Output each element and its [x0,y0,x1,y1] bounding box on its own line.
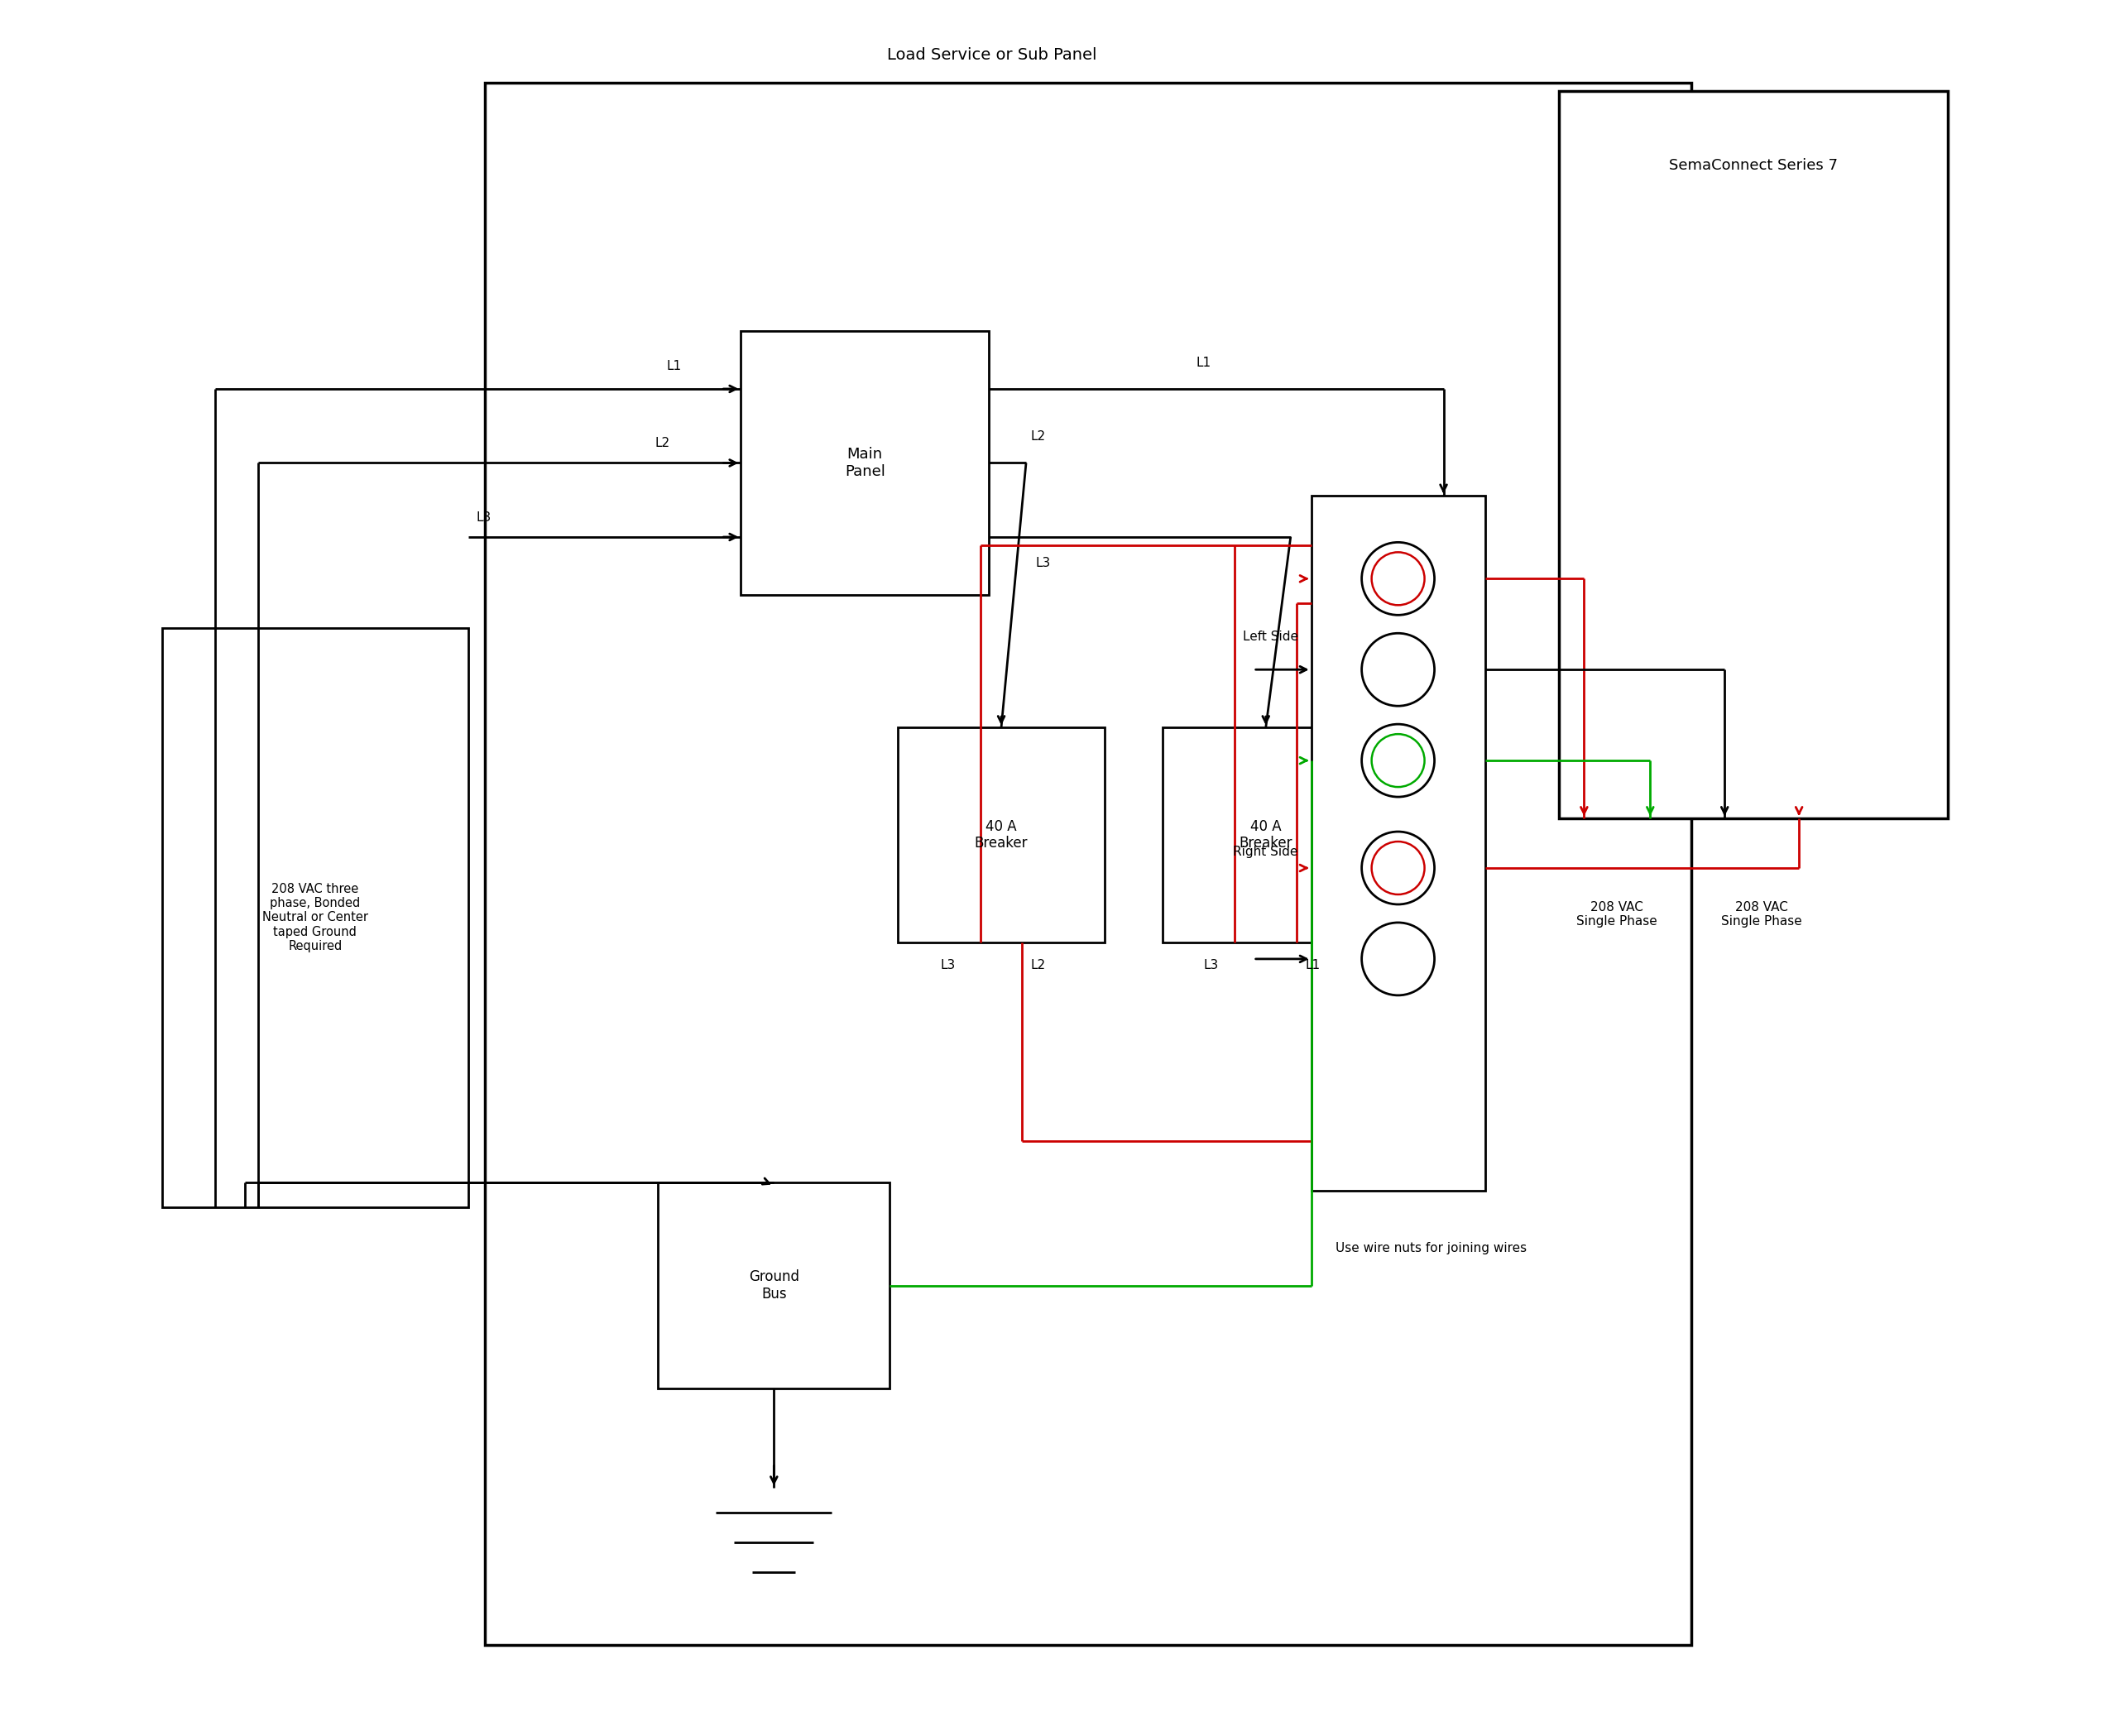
Text: L2: L2 [654,437,669,450]
Circle shape [1361,634,1435,707]
Text: L3: L3 [477,512,492,524]
Text: Left Side: Left Side [1243,630,1298,642]
Bar [741,330,990,595]
Bar [485,83,1692,1646]
Text: Ground
Bus: Ground Bus [749,1269,800,1302]
Text: L3: L3 [1203,958,1217,972]
Text: 208 VAC
Single Phase: 208 VAC Single Phase [1722,901,1802,927]
Circle shape [1361,832,1435,904]
Text: L1: L1 [1196,356,1211,370]
Text: L3: L3 [1036,557,1051,569]
Text: 208 VAC
Single Phase: 208 VAC Single Phase [1576,901,1658,927]
Bar [658,1182,890,1389]
Bar [899,727,1106,943]
Text: SemaConnect Series 7: SemaConnect Series 7 [1669,158,1838,174]
Bar [1559,90,1948,818]
Text: 208 VAC three
phase, Bonded
Neutral or Center
taped Ground
Required: 208 VAC three phase, Bonded Neutral or C… [262,882,367,953]
Circle shape [1372,734,1424,786]
Text: Use wire nuts for joining wires: Use wire nuts for joining wires [1336,1241,1528,1255]
Text: Load Service or Sub Panel: Load Service or Sub Panel [886,47,1097,62]
Text: L3: L3 [941,958,956,972]
Text: L2: L2 [1030,431,1044,443]
Bar [1163,727,1369,943]
Text: 40 A
Breaker: 40 A Breaker [975,819,1028,851]
Text: 40 A
Breaker: 40 A Breaker [1239,819,1293,851]
Circle shape [1372,842,1424,894]
Bar [162,628,468,1207]
Circle shape [1361,724,1435,797]
Circle shape [1361,922,1435,995]
Bar [1310,496,1485,1191]
Text: L1: L1 [1306,958,1321,972]
Text: Main
Panel: Main Panel [844,446,884,479]
Text: L2: L2 [1030,958,1044,972]
Circle shape [1372,552,1424,606]
Circle shape [1361,542,1435,615]
Text: L1: L1 [667,359,682,372]
Text: Right Side: Right Side [1232,845,1298,858]
